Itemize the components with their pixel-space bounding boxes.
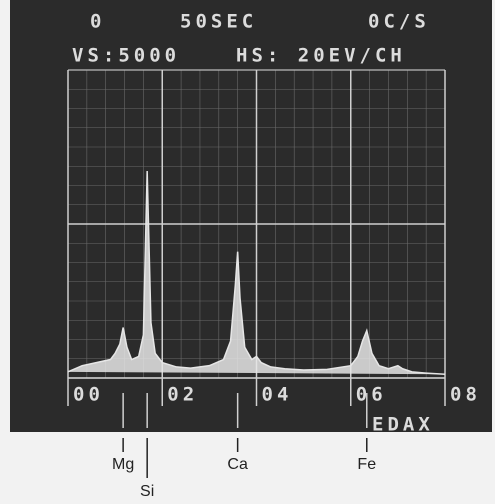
x-tick-label: 04 — [262, 384, 293, 406]
marker-label: Fe — [357, 456, 376, 473]
x-tick-label: 08 — [450, 384, 481, 406]
x-tick-label: 06 — [356, 384, 387, 406]
x-tick-label: 00 — [73, 384, 104, 406]
marker-label: Si — [140, 483, 154, 500]
header-text: VS:5000 — [72, 45, 180, 67]
header-text: 50SEC — [180, 11, 257, 33]
brand: EDAX — [372, 414, 434, 436]
header-text: 0C/S — [368, 11, 430, 33]
header-text: 0 — [90, 11, 105, 33]
header-text: HS: 20EV/CH — [236, 45, 406, 67]
spectrum — [67, 171, 446, 376]
marker-label: Ca — [227, 456, 248, 473]
x-tick-label: 02 — [167, 384, 198, 406]
marker-label: Mg — [112, 456, 134, 473]
